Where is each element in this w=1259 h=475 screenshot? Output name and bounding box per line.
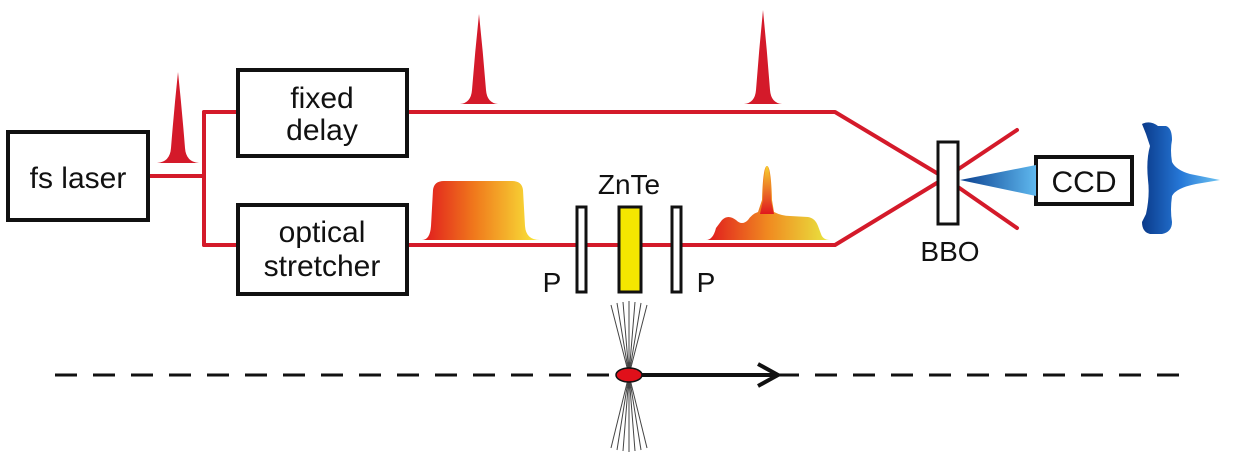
pulse-icon: [460, 14, 498, 104]
pulse-icon: [157, 72, 199, 163]
optical-stretcher-label-line1: optical: [279, 216, 366, 249]
fixed-delay-label-line2: delay: [286, 114, 358, 147]
bbo-crystal: [936, 140, 960, 226]
pulse-icon: [744, 10, 782, 104]
polarizer-right: [670, 205, 683, 294]
optical-stretcher-label-line2: stretcher: [264, 250, 381, 283]
znte-crystal: [617, 205, 643, 294]
electron-bunch-icon: [615, 367, 643, 383]
probe-beam-upper: [405, 110, 947, 180]
ccd-label: CCD: [1052, 166, 1117, 199]
fixed-delay-label-line1: fixed: [290, 82, 353, 115]
bunch-direction-arrow: [642, 362, 783, 388]
bbo-label: BBO: [920, 236, 979, 267]
fs-laser-label: fs laser: [30, 162, 127, 195]
znte-label: ZnTe: [598, 169, 660, 200]
stretched-spectrum-icon: [422, 181, 540, 240]
fs-laser-box: fs laser: [6, 130, 150, 222]
polarizer-left-label: P: [543, 267, 562, 298]
ccd-signal-icon: [1142, 122, 1220, 234]
coulomb-field-lines: [610, 301, 648, 452]
polarizer-left: [575, 205, 588, 294]
shg-signal-beam: [960, 165, 1036, 196]
fixed-delay-box: fixed delay: [236, 68, 409, 158]
ccd-box: CCD: [1034, 155, 1134, 206]
polarizer-right-label: P: [697, 267, 716, 298]
probe-beam-lower: [405, 176, 947, 247]
optical-stretcher-box: optical stretcher: [236, 203, 409, 296]
modulated-spectrum-spike: [760, 166, 774, 214]
